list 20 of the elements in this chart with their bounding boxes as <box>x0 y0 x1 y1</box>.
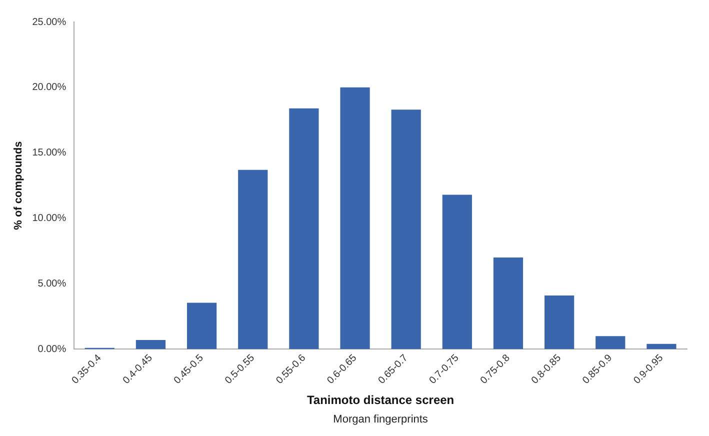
bar <box>136 340 166 350</box>
y-tick-label: 20.00% <box>32 82 66 94</box>
y-tick-label: 5.00% <box>38 278 66 290</box>
y-axis-title: % of compounds <box>12 141 25 230</box>
y-tick-label: 10.00% <box>32 213 66 224</box>
bar <box>186 302 217 350</box>
bar <box>238 170 268 350</box>
bar <box>289 108 319 350</box>
bar <box>596 336 626 350</box>
y-tick-label: 15.00% <box>32 148 66 159</box>
x-axis-title: Tanimoto distance screen <box>306 393 454 408</box>
bar <box>646 344 676 350</box>
bar <box>442 194 472 350</box>
y-tick-label: 25.00% <box>32 16 66 28</box>
bar <box>544 296 574 350</box>
bar <box>493 258 524 350</box>
bar <box>340 87 370 350</box>
bar <box>391 110 421 350</box>
text: Morgan fingerprints <box>333 414 428 426</box>
y-tick-label: 0.00% <box>38 344 66 355</box>
